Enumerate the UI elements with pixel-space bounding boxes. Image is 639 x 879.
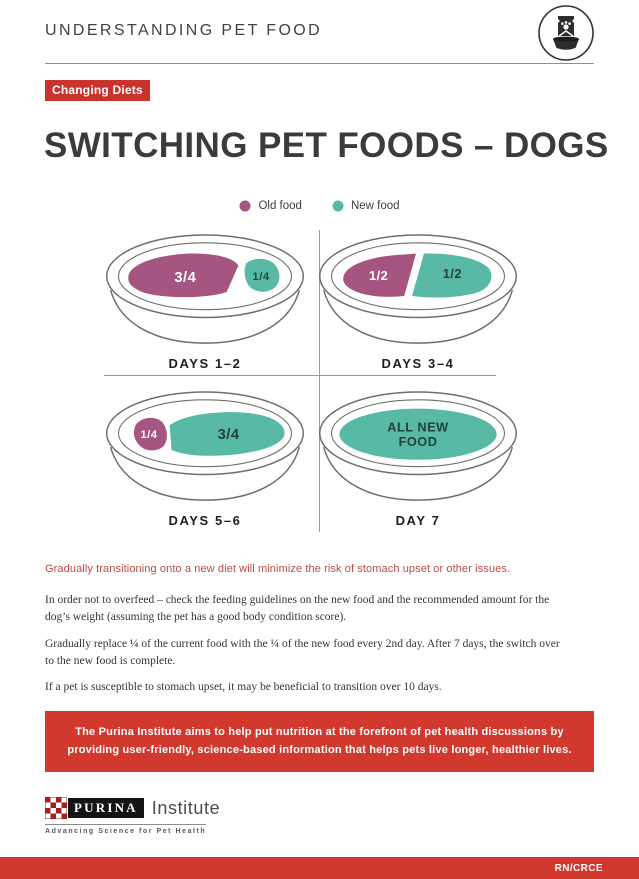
footer-tagline: Advancing Science for Pet Health xyxy=(45,824,207,835)
bowl-days-1-2-label: DAYS 1–2 xyxy=(168,356,242,371)
grid-divider-vertical xyxy=(319,230,320,532)
old-food-blob xyxy=(128,253,239,298)
bowl-day-7-label: DAY 7 xyxy=(395,513,441,528)
old-food-fraction: 3/4 xyxy=(174,270,196,286)
institute-wordmark: Institute xyxy=(151,797,221,818)
bowl-days-3-4: 1/2 1/2 DAYS 3–4 xyxy=(312,233,524,371)
legend-new-food: New food xyxy=(332,200,400,212)
all-new-food-line1: ALL NEW xyxy=(387,419,449,434)
checkerboard-icon xyxy=(45,797,67,819)
bottom-red-bar: RN/CRCE xyxy=(0,857,639,879)
bowl-body xyxy=(322,446,514,501)
all-new-food-line2: FOOD xyxy=(399,434,438,449)
bowl-body xyxy=(109,446,301,501)
grid-divider-horizontal xyxy=(104,375,496,376)
paragraph-overfeed: In order not to overfeed – check the fee… xyxy=(45,594,550,624)
header-divider xyxy=(45,63,594,64)
paragraph-susceptible: If a pet is susceptible to stomach upset… xyxy=(45,681,442,693)
new-food-blob xyxy=(169,412,285,456)
document-code: RN/CRCE xyxy=(554,862,603,874)
purina-wordmark: PURINA xyxy=(68,798,144,818)
new-food-blob xyxy=(412,253,492,298)
body-paragraphs: In order not to overfeed – check the fee… xyxy=(45,592,563,705)
paragraph-replace: Gradually replace ¼ of the current food … xyxy=(45,637,560,667)
intro-highlight-text: Gradually transitioning onto a new diet … xyxy=(45,563,511,575)
old-food-blob xyxy=(343,253,417,297)
old-food-fraction: 1/2 xyxy=(369,268,388,283)
new-food-blob xyxy=(244,258,280,292)
dog-bowl-shape xyxy=(553,39,579,50)
legend-old-food: Old food xyxy=(239,200,302,212)
bowl-days-1-2-graphic: 3/4 1/4 xyxy=(105,234,305,344)
old-food-blob xyxy=(133,417,167,451)
new-food-blob xyxy=(339,408,497,460)
legend-old-food-label: Old food xyxy=(258,200,302,212)
page-title: SWITCHING PET FOODS – DOGS xyxy=(44,126,609,165)
bowl-days-5-6: 1/4 3/4 DAYS 5–6 xyxy=(99,390,311,528)
new-food-dot-icon xyxy=(332,200,344,212)
new-food-fraction: 1/2 xyxy=(443,266,462,281)
page-header-title: UNDERSTANDING PET FOOD xyxy=(45,22,323,39)
new-food-fraction: 3/4 xyxy=(218,427,240,443)
bowl-days-5-6-graphic: 1/4 3/4 xyxy=(105,391,305,501)
bowl-days-3-4-label: DAYS 3–4 xyxy=(381,356,455,371)
paw-print-icon xyxy=(561,21,571,30)
bowl-days-5-6-label: DAYS 5–6 xyxy=(168,513,242,528)
new-food-fraction: 1/4 xyxy=(252,271,269,283)
bowl-day-7: ALL NEW FOOD DAY 7 xyxy=(312,390,524,528)
legend-new-food-label: New food xyxy=(350,200,400,212)
purina-institute-callout: The Purina Institute aims to help put nu… xyxy=(45,711,594,773)
food-legend: Old food New food xyxy=(0,200,639,212)
pet-food-bag-and-bowl-icon xyxy=(538,5,594,61)
section-badge: Changing Diets xyxy=(45,80,150,101)
old-food-dot-icon xyxy=(239,200,251,212)
bowl-body xyxy=(322,289,514,344)
bowl-days-3-4-graphic: 1/2 1/2 xyxy=(318,234,518,344)
bowl-body xyxy=(109,289,301,344)
old-food-fraction: 1/4 xyxy=(140,429,157,441)
purina-institute-logo: PURINA Institute Advancing Science for P… xyxy=(45,797,220,835)
bowl-day-7-graphic: ALL NEW FOOD xyxy=(318,391,518,501)
bowl-days-1-2: 3/4 1/4 DAYS 1–2 xyxy=(99,233,311,371)
